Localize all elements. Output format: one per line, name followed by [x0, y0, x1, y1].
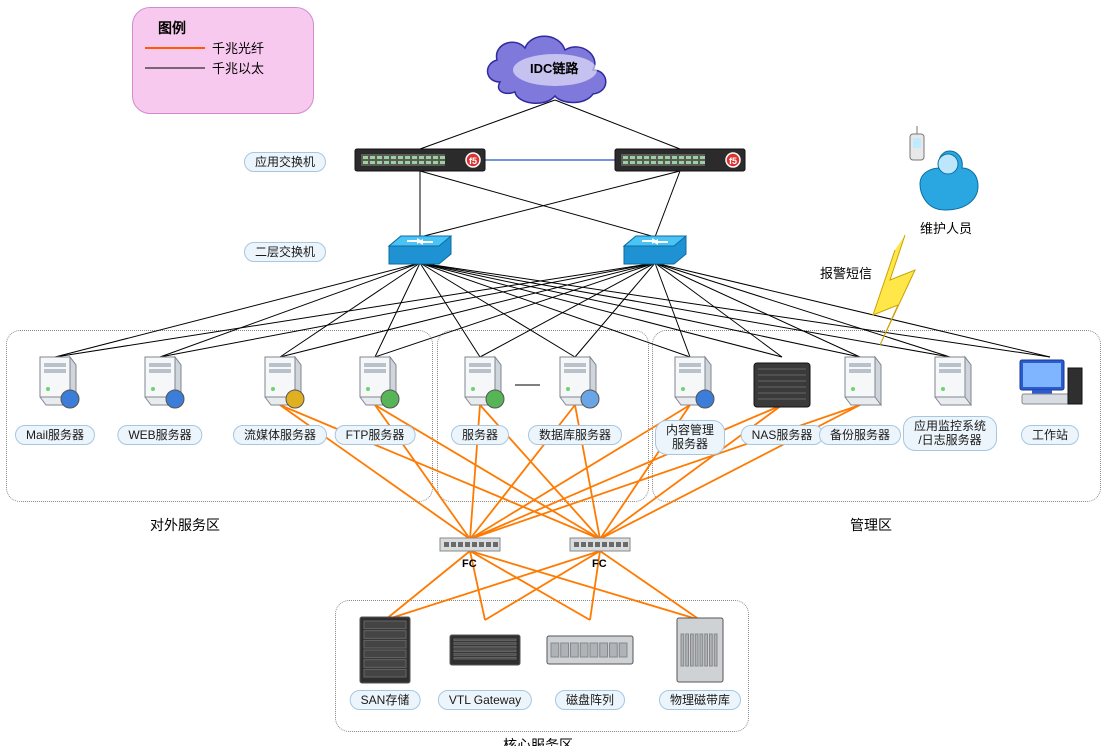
label-ws: 工作站 [1021, 425, 1079, 445]
label-fc-right: FC [592, 558, 607, 570]
storage-icon [677, 618, 723, 682]
diagram-stage: 对外服务区 管理区 核心服务区 图例 千兆光纤 千兆以太 f5f5 应用交换机 … [0, 0, 1105, 746]
blue-switch-icon [624, 236, 686, 264]
rack-switch-icon: f5 [355, 149, 485, 171]
label-nas: NAS服务器 [741, 425, 824, 445]
label-mail: Mail服务器 [15, 425, 95, 445]
label-ftp: FTP服务器 [335, 425, 416, 445]
label-backup: 备份服务器 [819, 425, 901, 445]
label-san: SAN存储 [350, 690, 421, 710]
label-web: WEB服务器 [117, 425, 202, 445]
storage-icon [547, 636, 633, 664]
label-alarm: 报警短信 [820, 263, 872, 282]
label-monitor: 应用监控系统/日志服务器 [903, 416, 997, 451]
fc-switch-icon [440, 538, 500, 551]
storage-icon [360, 617, 410, 683]
server-icon [845, 357, 881, 405]
svg-text:f5: f5 [469, 156, 477, 166]
nas-icon [754, 363, 810, 407]
server-icon [145, 357, 184, 408]
server-icon [675, 357, 714, 408]
label-l2-switch: 二层交换机 [244, 242, 326, 262]
blue-switch-icon [389, 236, 451, 264]
server-icon [360, 357, 399, 408]
label-stream: 流媒体服务器 [233, 425, 327, 445]
rack-switch-icon: f5 [615, 149, 745, 171]
label-fc-left: FC [462, 558, 477, 570]
label-disk: 磁盘阵列 [555, 690, 625, 710]
server-icon [465, 357, 504, 408]
label-vtl: VTL Gateway [438, 690, 532, 710]
server-icon [935, 357, 971, 405]
network-svg: f5 f5 [0, 0, 1105, 746]
label-cms: 内容管理服务器 [655, 420, 725, 455]
server-icon [560, 357, 599, 408]
server-icon [40, 357, 79, 408]
label-person: 维护人员 [920, 218, 972, 237]
label-cloud: IDC链路 [530, 58, 578, 77]
workstation-icon [1020, 360, 1082, 404]
alarm-bolt [873, 235, 915, 345]
person-icon [910, 126, 978, 210]
svg-text:f5: f5 [729, 156, 737, 166]
label-appsrv: 服务器 [451, 425, 509, 445]
storage-icon [450, 635, 520, 665]
label-app-switch: 应用交换机 [244, 152, 326, 172]
label-tape: 物理磁带库 [659, 690, 741, 710]
fc-switch-icon [570, 538, 630, 551]
label-dbsrv: 数据库服务器 [528, 425, 622, 445]
server-icon [265, 357, 304, 408]
